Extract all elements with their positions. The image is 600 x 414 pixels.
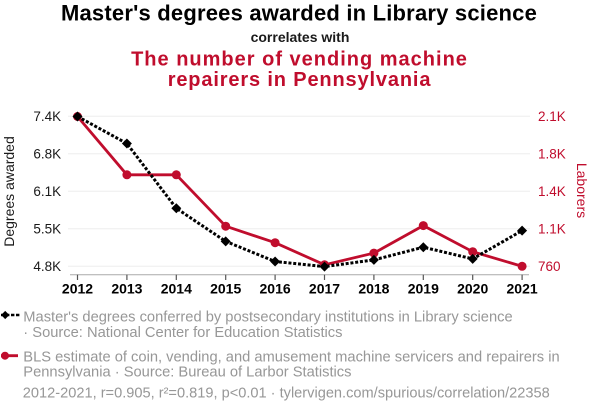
- svg-text:5.5K: 5.5K: [33, 222, 61, 237]
- svg-text:2019: 2019: [408, 281, 439, 297]
- svg-text:BLS estimate of coin, vending,: BLS estimate of coin, vending, and amuse…: [23, 350, 559, 366]
- svg-text:Pennsylvania · Source: Bureau: Pennsylvania · Source: Bureau of Larbor …: [23, 365, 351, 381]
- svg-text:Master's degrees conferred by: Master's degrees conferred by postsecond…: [23, 309, 512, 325]
- svg-text:1.8K: 1.8K: [538, 147, 566, 162]
- svg-text:The number of vending machine: The number of vending machine: [131, 48, 468, 70]
- svg-text:760: 760: [538, 259, 561, 274]
- svg-text:correlates with: correlates with: [251, 29, 350, 45]
- svg-text:2020: 2020: [457, 281, 488, 297]
- svg-text:2013: 2013: [111, 281, 142, 297]
- svg-text:Laborers: Laborers: [574, 163, 590, 218]
- svg-text:2017: 2017: [309, 281, 340, 297]
- svg-text:6.8K: 6.8K: [33, 147, 61, 162]
- svg-text:2012: 2012: [62, 281, 93, 297]
- svg-text:7.4K: 7.4K: [33, 109, 61, 124]
- svg-text:2015: 2015: [210, 281, 241, 297]
- svg-text:2018: 2018: [358, 281, 389, 297]
- svg-text:1.1K: 1.1K: [538, 222, 566, 237]
- svg-text:4.8K: 4.8K: [33, 259, 61, 274]
- svg-text:repairers in Pennsylvania: repairers in Pennsylvania: [168, 69, 432, 91]
- svg-text:2.1K: 2.1K: [538, 109, 566, 124]
- svg-text:Master's degrees awarded in Li: Master's degrees awarded in Library scie…: [61, 1, 537, 26]
- svg-text:2021: 2021: [507, 281, 538, 297]
- svg-text:6.1K: 6.1K: [33, 184, 61, 199]
- svg-text:Degrees awarded: Degrees awarded: [1, 136, 17, 247]
- svg-text:1.4K: 1.4K: [538, 184, 566, 199]
- svg-text:· Source: National Center for: · Source: National Center for Education …: [23, 325, 342, 341]
- svg-text:2012-2021, r=0.905, r²=0.819,: 2012-2021, r=0.905, r²=0.819, p<0.01 · t…: [23, 385, 550, 401]
- svg-text:2014: 2014: [161, 281, 192, 297]
- svg-text:2016: 2016: [260, 281, 291, 297]
